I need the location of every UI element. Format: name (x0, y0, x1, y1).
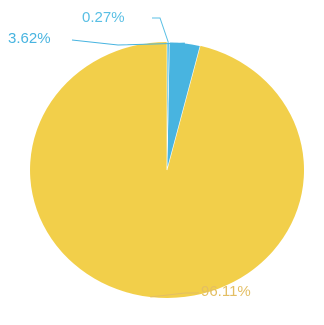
slice-label-1: 96.11% (201, 283, 251, 300)
slice-label-2: 3.62% (8, 30, 51, 47)
leader-line-1 (150, 292, 199, 298)
leader-line-3 (152, 17, 169, 43)
pie-slices (30, 41, 305, 298)
slice-label-3: 0.27% (82, 9, 125, 26)
slice-labels: 96.11% 3.62% 0.27% (8, 9, 251, 300)
leader-line-2 (71, 39, 185, 46)
leader-lines (71, 17, 199, 298)
